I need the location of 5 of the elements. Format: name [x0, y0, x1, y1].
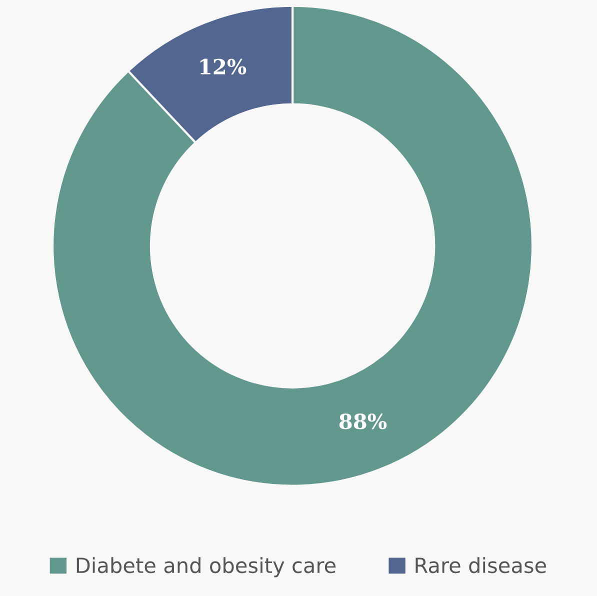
legend-label: Rare disease [416, 557, 546, 574]
donut-slice [52, 4, 534, 487]
legend-label: Diabete and obesity care [76, 557, 336, 578]
data-label: 88% [339, 414, 387, 430]
data-label: 12% [200, 58, 246, 75]
